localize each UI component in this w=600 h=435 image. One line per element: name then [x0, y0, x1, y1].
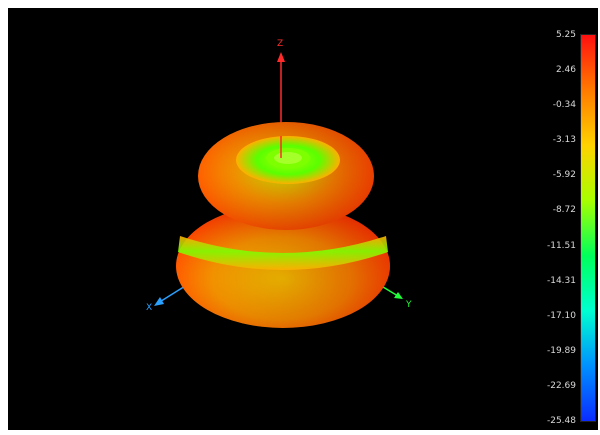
colorbar-tick-label: 5.25: [555, 30, 576, 40]
colorbar-tick-label: -17.10: [546, 310, 576, 321]
waist-band: [178, 236, 388, 270]
y-axis-label: Y: [405, 300, 412, 310]
colorbar-tick-label: -25.48: [546, 416, 576, 426]
z-axis-label: Z: [277, 39, 283, 49]
colorbar-tick-label: -3.13: [552, 135, 576, 146]
colorbar-tick-label: -14.31: [546, 275, 576, 286]
colorbar-tick-label: -11.51: [546, 240, 576, 251]
colorbar-gradient: [580, 34, 596, 422]
z-axis-arrow: [277, 52, 285, 62]
colorbar-tick-label: -8.72: [552, 205, 576, 216]
colorbar-panel: 5.25 2.46 -0.34 -3.13 -5.92 -8.72 -11.51 -14.31…: [522, 8, 598, 430]
x-axis-arrow: [154, 297, 164, 306]
radiation-pattern-3d: Z X Y: [146, 39, 412, 328]
x-axis-label: X: [146, 303, 152, 313]
colorbar-tick-label: -5.92: [552, 170, 576, 181]
y-axis-arrow: [394, 292, 403, 299]
plot-viewport[interactable]: Z X Y: [8, 8, 522, 430]
colorbar-tick-label: -0.34: [552, 100, 576, 111]
colorbar-tick-label: -22.69: [546, 380, 576, 391]
colorbar-tick-label: -19.89: [546, 345, 576, 356]
colorbar-tick-label: 2.46: [555, 65, 576, 76]
